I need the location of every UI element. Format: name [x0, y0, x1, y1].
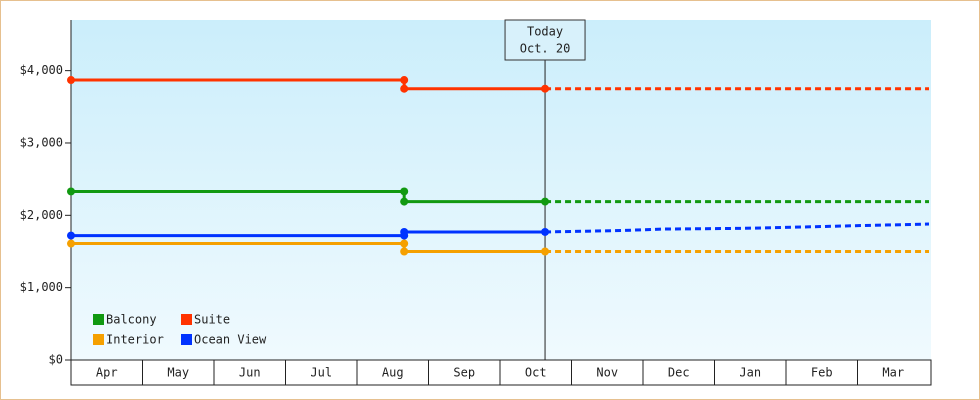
x-tick-label: Sep — [453, 366, 475, 380]
legend-label: Ocean View — [194, 333, 267, 347]
y-tick-label: $3,000 — [20, 135, 63, 149]
x-tick-label: Jun — [239, 366, 261, 380]
y-tick-label: $0 — [49, 353, 63, 367]
point — [67, 76, 75, 85]
legend-swatch — [181, 334, 192, 345]
x-tick-label: May — [167, 366, 189, 380]
point — [67, 231, 75, 240]
point — [400, 227, 409, 236]
point — [400, 76, 409, 85]
x-tick-label: Nov — [596, 366, 618, 380]
x-tick-label: Apr — [96, 366, 118, 380]
price-line — [71, 78, 546, 91]
x-tick-label: Feb — [811, 366, 833, 380]
legend-label: Balcony — [106, 313, 157, 327]
point — [400, 187, 409, 196]
annotation-box — [504, 19, 586, 61]
y-tick-label: $4,000 — [20, 63, 63, 77]
forecast-line — [545, 222, 930, 234]
x-tick-label: Mar — [882, 366, 904, 380]
legend-swatch — [181, 314, 192, 325]
point — [67, 187, 75, 196]
y-tick-label: $2,000 — [20, 208, 63, 222]
legend-label: Interior — [106, 333, 164, 347]
x-tick-label: Dec — [668, 366, 690, 380]
point — [400, 84, 409, 93]
point — [541, 84, 550, 93]
x-tick-label: Oct — [525, 366, 547, 380]
point — [67, 239, 75, 248]
legend-swatch — [93, 314, 104, 325]
point — [541, 247, 550, 256]
x-axis-box — [70, 359, 932, 386]
price-line — [71, 189, 546, 204]
point — [400, 239, 409, 248]
x-tick-label: Aug — [382, 366, 404, 380]
point — [400, 197, 409, 206]
point — [400, 247, 409, 256]
annotation-text: Today — [527, 25, 563, 39]
x-tick-label: Jul — [310, 366, 332, 380]
legend-label: Suite — [194, 313, 230, 327]
point — [541, 197, 550, 206]
point — [541, 227, 550, 236]
annotation-text: Oct. 20 — [520, 42, 571, 56]
y-tick-label: $1,000 — [20, 280, 63, 294]
x-tick-label: Jan — [739, 366, 761, 380]
legend-swatch — [93, 334, 104, 345]
